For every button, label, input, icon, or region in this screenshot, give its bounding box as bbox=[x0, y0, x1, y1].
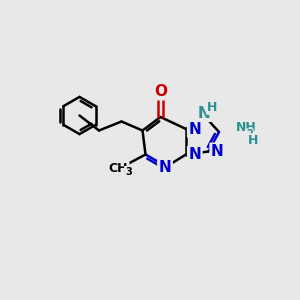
Text: N: N bbox=[188, 122, 201, 136]
Text: NH: NH bbox=[236, 121, 256, 134]
Text: CH: CH bbox=[109, 162, 128, 176]
Text: 2: 2 bbox=[246, 129, 253, 140]
Text: H: H bbox=[248, 134, 258, 148]
Text: N: N bbox=[159, 160, 171, 175]
Text: O: O bbox=[154, 84, 167, 99]
Text: 3: 3 bbox=[125, 167, 132, 177]
Text: H: H bbox=[207, 100, 218, 114]
Text: N: N bbox=[198, 106, 210, 121]
Text: N: N bbox=[188, 147, 201, 162]
Text: N: N bbox=[211, 144, 224, 159]
